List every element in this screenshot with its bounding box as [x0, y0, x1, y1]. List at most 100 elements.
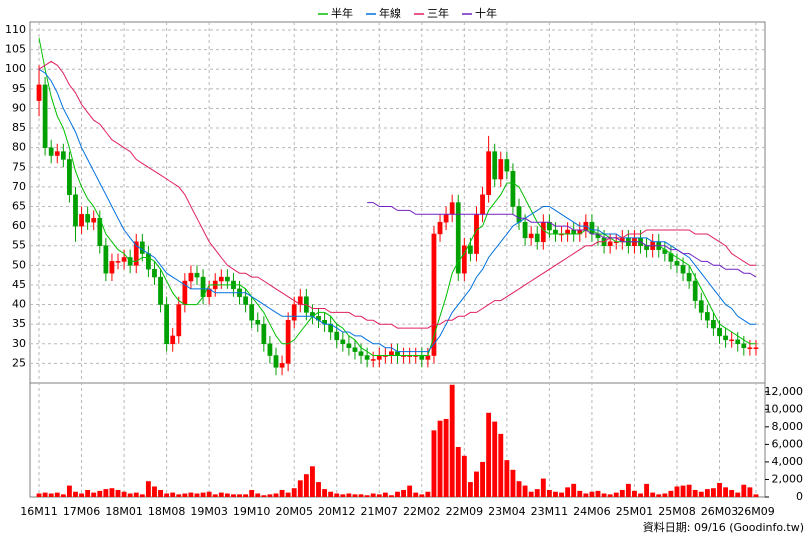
- candle-body: [461, 245, 467, 274]
- x-tick-label: 19M10: [233, 505, 271, 518]
- candle-body: [243, 296, 248, 305]
- volume-bar: [601, 493, 607, 497]
- volume-bar: [376, 494, 382, 497]
- volume-bar: [662, 493, 668, 497]
- volume-bar: [243, 494, 249, 497]
- volume-bar: [650, 492, 656, 497]
- volume-bar: [723, 487, 729, 497]
- volume-bar: [85, 489, 91, 497]
- volume-bar: [316, 482, 321, 497]
- candle-body: [340, 339, 346, 345]
- volume-bar: [352, 494, 358, 497]
- candle-body: [686, 272, 692, 282]
- volume-bar: [395, 491, 400, 497]
- candle-body: [468, 245, 473, 254]
- candle-body: [607, 241, 613, 246]
- volume-bar: [340, 494, 346, 497]
- candle-body: [644, 245, 649, 250]
- y-tick-label: 70: [12, 180, 26, 193]
- volume-bar: [127, 493, 133, 497]
- volume-bar: [632, 490, 637, 497]
- candle-body: [91, 218, 97, 223]
- y-tick-label: 85: [12, 121, 26, 134]
- legend-label: 半年: [331, 6, 353, 20]
- y-tick-label: 95: [12, 82, 26, 95]
- volume-bar: [249, 489, 255, 497]
- volume-bar: [455, 447, 461, 497]
- candle-body: [176, 304, 182, 337]
- volume-bar: [139, 494, 145, 497]
- volume-bar: [273, 493, 279, 497]
- candle-body: [48, 147, 54, 156]
- candle-body: [692, 280, 698, 301]
- volume-bar: [486, 412, 492, 497]
- y-tick-label: 75: [12, 160, 26, 173]
- volume-bar: [443, 418, 449, 497]
- candle-body: [103, 245, 109, 274]
- candle-body: [540, 221, 546, 243]
- volume-bar: [510, 469, 516, 497]
- volume-bar: [291, 488, 297, 497]
- candle-body: [36, 84, 42, 101]
- candle-body: [146, 253, 151, 270]
- y2-tick-label: 6,000: [772, 437, 804, 450]
- candle-body: [455, 202, 461, 274]
- volume-bar: [638, 493, 643, 497]
- volume-bar: [729, 489, 735, 497]
- volume-bar: [680, 485, 686, 497]
- x-tick-label: 22M09: [446, 505, 484, 518]
- x-tick-label: 18M01: [105, 505, 143, 518]
- candle-body: [571, 229, 577, 235]
- candle-body: [109, 261, 115, 274]
- candle-body: [389, 351, 394, 356]
- volume-bar: [753, 494, 759, 497]
- volume-bar: [735, 492, 741, 497]
- candle-body: [194, 272, 200, 278]
- volume-bar: [224, 493, 230, 497]
- volume-bar: [364, 495, 370, 497]
- volume-bar: [188, 492, 194, 497]
- y-tick-label: 35: [12, 317, 26, 330]
- candle-body: [334, 331, 340, 341]
- candle-body: [279, 363, 285, 368]
- volume-bar: [279, 489, 285, 497]
- volume-bar: [467, 482, 473, 497]
- candle-body: [73, 194, 78, 227]
- volume-bar: [425, 491, 431, 497]
- candle-body: [443, 214, 449, 223]
- volume-bar: [540, 478, 546, 497]
- y2-tick-label: 12,000: [765, 385, 804, 398]
- x-tick-label: 22M02: [403, 505, 441, 518]
- volume-bar: [577, 490, 583, 497]
- volume-bar: [218, 492, 224, 497]
- volume-bar: [704, 489, 710, 497]
- y2-tick-label: 4,000: [772, 455, 804, 468]
- volume-bar: [492, 421, 498, 497]
- candle-body: [522, 221, 528, 239]
- candle-body: [60, 151, 66, 160]
- x-tick-label: 23M04: [488, 505, 526, 518]
- candle-body: [370, 359, 376, 361]
- volume-bar: [42, 492, 48, 497]
- volume-bar: [200, 492, 206, 497]
- candle-body: [553, 229, 558, 235]
- volume-bar: [237, 494, 242, 497]
- ma-line: [38, 68, 756, 353]
- y-tick-label: 50: [12, 258, 26, 271]
- volume-bar: [310, 466, 315, 497]
- candle-body: [273, 355, 279, 368]
- volume-bar: [431, 430, 437, 497]
- volume-bar: [607, 494, 613, 497]
- y-tick-label: 65: [12, 200, 26, 213]
- volume-bar: [328, 491, 334, 497]
- legend-label: 十年: [475, 6, 497, 20]
- candle-body: [364, 355, 370, 360]
- candle-body: [267, 343, 273, 356]
- candle-body: [437, 221, 443, 235]
- x-tick-label: 25M08: [658, 505, 696, 518]
- candle-body: [498, 159, 504, 180]
- candle-body: [510, 170, 516, 207]
- candle-body: [79, 214, 84, 227]
- candle-body: [85, 214, 91, 223]
